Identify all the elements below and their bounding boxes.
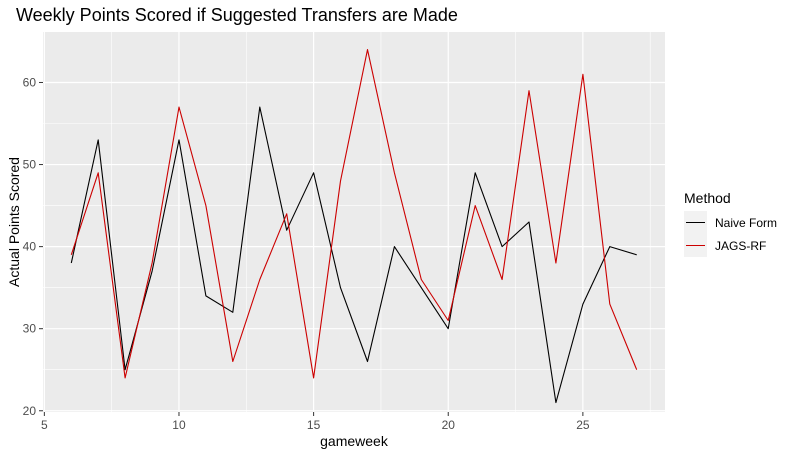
- legend-label: JAGS-RF: [715, 239, 766, 253]
- series-line-jags-rf: [70, 49, 638, 379]
- y-tick-label: 40: [23, 240, 37, 254]
- series-line-naive-form: [70, 106, 637, 404]
- legend: Method Naive Form JAGS-RF: [684, 190, 777, 257]
- y-axis-label: Actual Points Scored: [6, 157, 22, 287]
- y-tick-label: 20: [23, 404, 37, 418]
- plot-panel: [43, 32, 665, 412]
- y-tick-label: 30: [23, 322, 37, 336]
- legend-title: Method: [684, 190, 731, 206]
- y-tick-label: 50: [23, 158, 37, 172]
- y-tick-label: 60: [23, 75, 37, 89]
- x-tick-label: 10: [172, 418, 186, 432]
- chart-title: Weekly Points Scored if Suggested Transf…: [16, 5, 458, 25]
- legend-label: Naive Form: [715, 216, 777, 230]
- x-tick-label: 15: [307, 418, 321, 432]
- x-tick-label: 5: [41, 418, 48, 432]
- x-tick-label: 20: [442, 418, 456, 432]
- x-axis-label: gameweek: [320, 433, 389, 449]
- x-tick-label: 25: [576, 418, 590, 432]
